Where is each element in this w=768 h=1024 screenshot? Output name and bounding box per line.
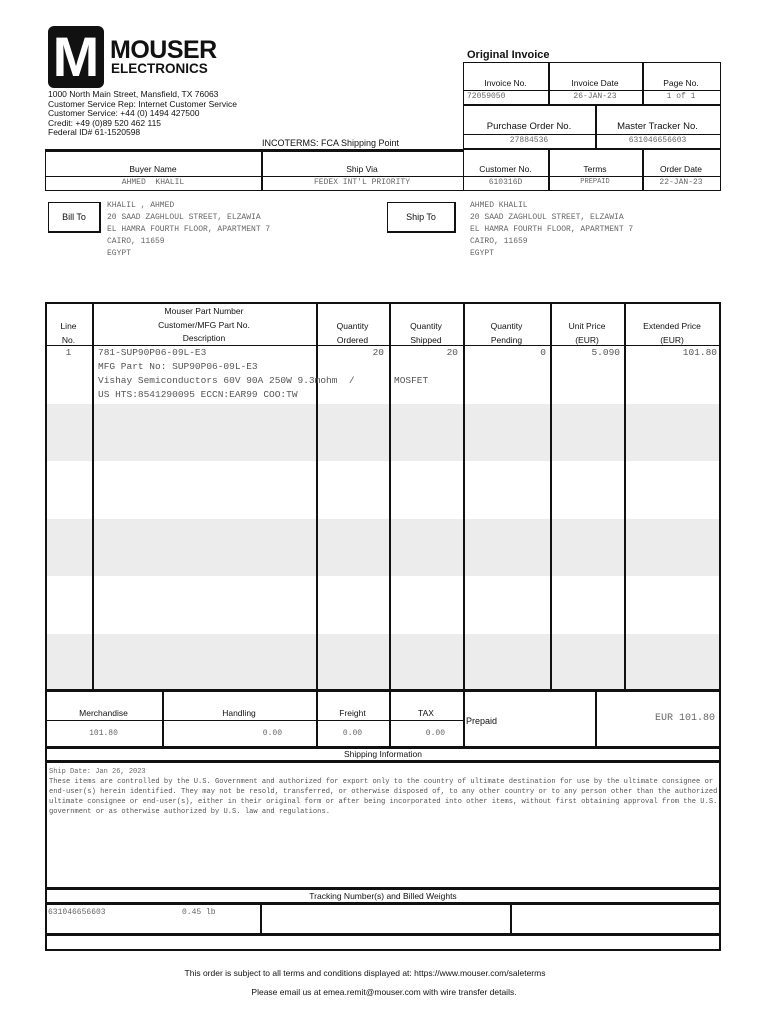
bill-to-address: KHALIL , AHMED 20 SAAD ZAGHLOUL STREET, …	[107, 201, 271, 258]
ship-to-label: Ship To	[387, 202, 456, 233]
incoterms: INCOTERMS: FCA Shipping Point	[262, 138, 400, 148]
invoice-info-box	[463, 62, 721, 191]
tracking-number: 631046656603	[48, 908, 106, 917]
buyer-box	[45, 149, 464, 191]
header-extended-price: Extended Price (EUR)	[643, 321, 701, 345]
master-tracker-number: 631046656603	[628, 136, 687, 145]
header-qty-ordered: Quantity Ordered	[336, 321, 369, 345]
merchandise-total: 101.80	[89, 729, 118, 738]
payment-method: Prepaid	[466, 716, 498, 726]
shipping-info-header: Shipping Information	[45, 747, 721, 762]
page-number: 1 of 1	[666, 92, 696, 101]
email-footer: Please email us at emea.remit@mouser.com…	[251, 987, 517, 997]
ship-via: FEDEX INT'L PRIORITY	[313, 178, 410, 187]
header-unit-price: Unit Price (EUR)	[568, 321, 606, 345]
company-address: 1000 North Main Street, Mansfield, TX 76…	[48, 89, 237, 137]
header-qty-pending: Quantity Pending	[490, 321, 523, 345]
bill-to-label: Bill To	[48, 202, 101, 233]
invoice-date: 26-JAN-23	[573, 92, 617, 101]
header-line-no: Line No.	[60, 321, 77, 345]
tracking-row	[45, 903, 721, 935]
part-number: 781-SUP90P06-09L-E3	[98, 347, 207, 358]
company-subname: ELECTRONICS	[111, 61, 208, 76]
header-qty-shipped: Quantity Shipped	[410, 321, 442, 345]
terms-footer: This order is subject to all terms and c…	[184, 968, 546, 978]
ship-date: Ship Date: Jan 26, 2023	[49, 768, 146, 776]
terms: PREPAID	[580, 178, 610, 186]
tracking-header: Tracking Number(s) and Billed Weights	[45, 888, 721, 904]
ship-to-address: AHMED KHALIL 20 SAAD ZAGHLOUL STREET, EL…	[470, 201, 634, 258]
shipping-info-box: Ship Date: Jan 26, 2023 These items are …	[45, 761, 721, 889]
company-name: MOUSER	[110, 36, 217, 64]
handling-total: 0.00	[262, 729, 282, 738]
order-date: 22-JAN-23	[659, 178, 703, 187]
tax-total: 0.00	[425, 729, 445, 738]
freight-total: 0.00	[342, 729, 363, 738]
mouser-logo: M	[48, 26, 104, 88]
billed-weight: 0.45 lb	[182, 908, 216, 917]
empty-row	[45, 934, 721, 951]
export-notice: These items are controlled by the U.S. G…	[49, 778, 718, 816]
grand-total: EUR 101.80	[654, 713, 715, 724]
header-part: Mouser Part Number Customer/MFG Part No. D…	[158, 306, 250, 343]
buyer-name: AHMED KHALIL	[121, 178, 185, 187]
invoice-number: 72059050	[467, 92, 506, 101]
invoice-title: Original Invoice	[467, 49, 550, 61]
customer-number: 610316D	[488, 178, 523, 187]
po-number: 27884536	[509, 136, 549, 145]
